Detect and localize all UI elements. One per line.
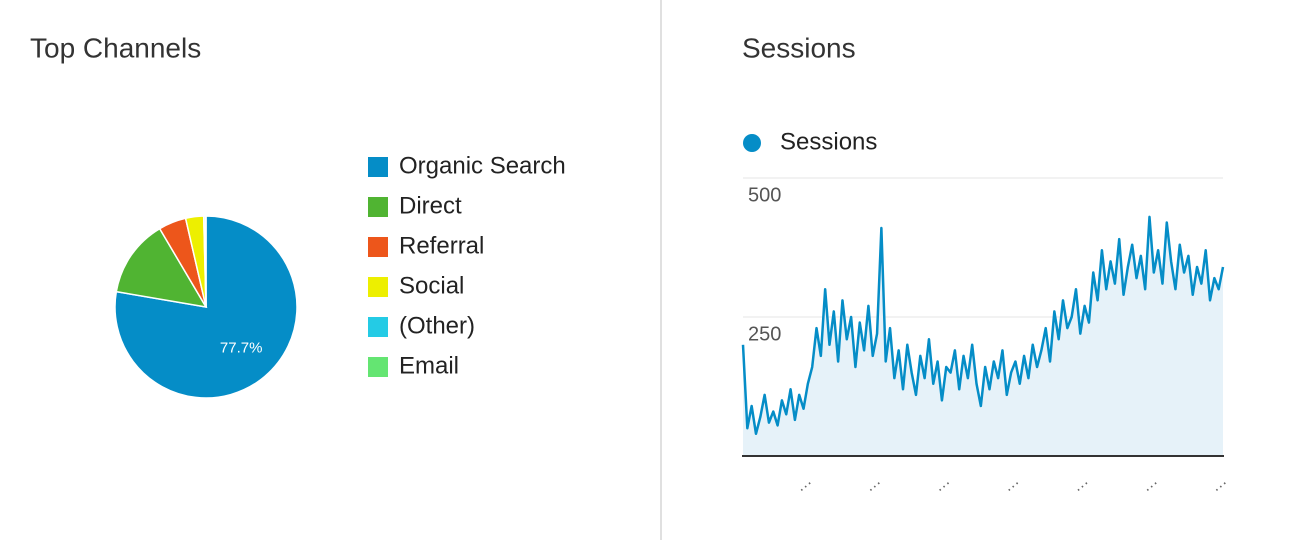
pie-slice	[115, 227, 208, 309]
series-line	[741, 215, 1225, 436]
legend-label: (Other)	[399, 312, 475, 339]
x-tick-label: …	[861, 472, 884, 495]
x-tick-label: …	[792, 472, 815, 495]
x-tick-label: …	[1069, 472, 1092, 495]
legend-label: Direct	[399, 192, 462, 219]
legend-swatch	[368, 357, 388, 377]
legend-label: Email	[399, 352, 459, 379]
pie-slice	[204, 215, 207, 308]
line-title: Sessions	[742, 32, 856, 63]
legend-swatch	[368, 157, 388, 177]
x-tick-label: …	[1138, 472, 1161, 495]
legend-label: Referral	[399, 232, 484, 259]
legend-label: Organic Search	[399, 152, 566, 179]
legend-swatch	[368, 317, 388, 337]
legend-swatch	[368, 237, 388, 257]
x-tick-label: …	[999, 472, 1022, 495]
x-tick-label: …	[930, 472, 953, 495]
legend-label: Sessions	[780, 128, 877, 155]
legend-marker	[743, 134, 761, 152]
legend-label: Social	[399, 272, 464, 299]
slice-label: 77.7%	[220, 340, 263, 357]
y-tick-label: 250	[748, 323, 781, 345]
pie-title: Top Channels	[30, 32, 201, 63]
legend-swatch	[368, 197, 388, 217]
y-tick-label: 500	[748, 184, 781, 206]
area-fill	[743, 216, 1223, 456]
x-tick-label: …	[1207, 472, 1230, 495]
legend-swatch	[368, 277, 388, 297]
